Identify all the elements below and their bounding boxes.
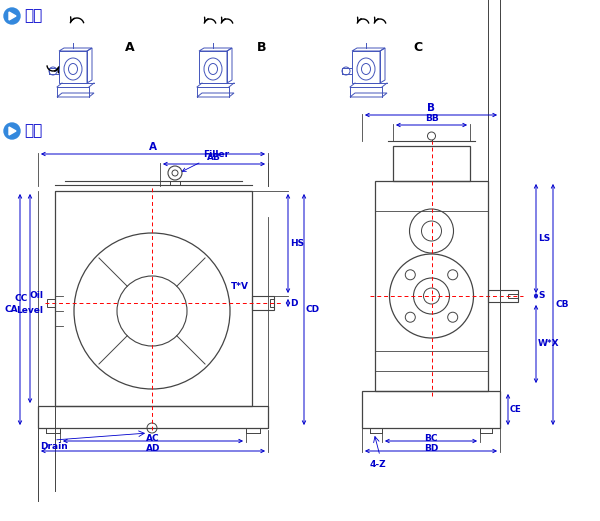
- Text: BB: BB: [425, 114, 439, 123]
- Text: A: A: [125, 41, 135, 54]
- Text: AB: AB: [207, 153, 221, 162]
- Text: T*V: T*V: [231, 282, 249, 291]
- Text: 規格: 規格: [24, 123, 42, 139]
- Text: Drain: Drain: [40, 442, 68, 451]
- Text: C: C: [413, 41, 422, 54]
- Polygon shape: [9, 127, 16, 135]
- Circle shape: [4, 123, 20, 139]
- Text: CE: CE: [510, 405, 522, 414]
- Text: Filler: Filler: [182, 150, 229, 171]
- Text: Oil: Oil: [29, 291, 43, 300]
- Text: 4-Z: 4-Z: [370, 460, 386, 469]
- Text: AC: AC: [146, 434, 160, 443]
- Text: B: B: [427, 103, 435, 113]
- Text: CA: CA: [4, 305, 18, 314]
- Polygon shape: [9, 12, 16, 20]
- Text: CD: CD: [306, 305, 320, 314]
- Circle shape: [4, 8, 20, 24]
- Text: A: A: [149, 142, 157, 152]
- Text: W*X: W*X: [538, 340, 560, 349]
- Text: D: D: [290, 299, 298, 307]
- Text: B: B: [257, 41, 267, 54]
- Text: BD: BD: [424, 444, 438, 453]
- Text: CB: CB: [555, 300, 569, 309]
- Text: LS: LS: [538, 234, 550, 243]
- Text: HS: HS: [290, 239, 304, 248]
- Text: S: S: [538, 292, 545, 301]
- Text: Level: Level: [16, 306, 43, 315]
- Text: CC: CC: [15, 294, 28, 303]
- Text: 軸向: 軸向: [24, 8, 42, 23]
- Text: BC: BC: [424, 434, 438, 443]
- Text: AD: AD: [146, 444, 160, 453]
